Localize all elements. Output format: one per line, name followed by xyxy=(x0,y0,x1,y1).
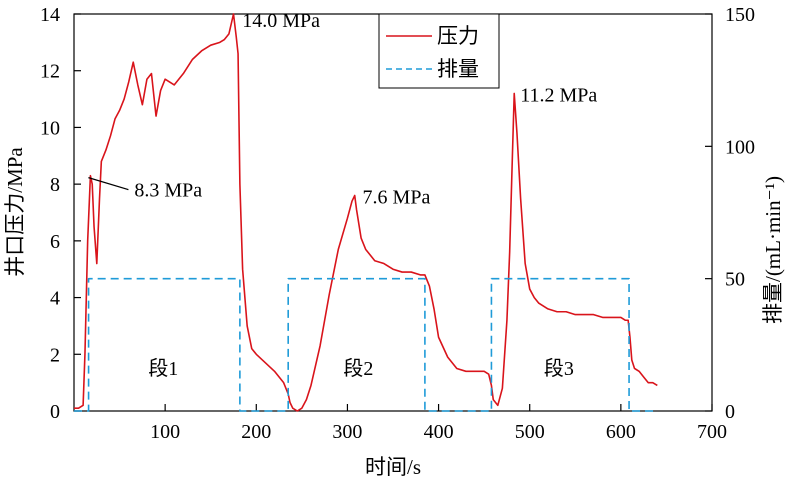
y-left-tick-label: 6 xyxy=(50,231,60,253)
y-left-tick-label: 10 xyxy=(40,117,60,139)
x-tick-label: 400 xyxy=(424,421,454,443)
x-tick-label: 500 xyxy=(515,421,545,443)
legend-label-flow: 排量 xyxy=(437,57,479,81)
y-left-tick-label: 12 xyxy=(40,61,60,83)
segment-label: 段3 xyxy=(544,357,574,380)
y-right-tick-label: 100 xyxy=(725,136,755,158)
series-layer xyxy=(74,13,658,412)
legend: 压力 排量 xyxy=(378,13,500,89)
legend-box xyxy=(378,13,500,89)
y-left-tick-label: 2 xyxy=(50,344,60,366)
legend-label-pressure: 压力 xyxy=(437,24,479,48)
y-right-tick-label: 0 xyxy=(725,401,735,423)
peak-annotation: 14.0 MPa xyxy=(242,10,320,32)
y-left-tick-label: 4 xyxy=(50,288,60,310)
series-line-flow xyxy=(74,277,658,412)
peak-annotation: 7.6 MPa xyxy=(363,186,431,208)
ticks-layer: 100 200 300 400 500 600 7000246810121405010015… xyxy=(40,4,755,443)
x-tick-label: 100 xyxy=(150,421,180,443)
y-left-tick-label: 0 xyxy=(50,401,60,423)
peak-annotation: 11.2 MPa xyxy=(520,84,597,106)
y-right-tick-label: 150 xyxy=(725,4,755,26)
x-tick-label: 600 xyxy=(606,421,636,443)
x-axis-title: 时间/s xyxy=(365,455,421,479)
annotations-layer: 14.0 MPa 8.3 MPa 7.6 MPa 11.2 MPa 段1 段2 段3 xyxy=(88,10,597,380)
y-left-tick-label: 14 xyxy=(40,4,60,26)
x-tick-label: 700 xyxy=(697,421,727,443)
x-tick-label: 200 xyxy=(241,421,271,443)
y-left-tick-label: 8 xyxy=(50,174,60,196)
series-line-pressure xyxy=(74,13,658,412)
y-right-tick-label: 50 xyxy=(725,269,745,291)
y-axis-right-title: 排量/(mL·min⁻¹) xyxy=(761,176,785,324)
segment-label: 段1 xyxy=(148,357,178,380)
x-tick-label: 300 xyxy=(332,421,362,443)
y-axis-left-title: 井口压力/MPa xyxy=(3,147,27,277)
annotation-leader-line xyxy=(88,177,129,191)
peak-annotation: 8.3 MPa xyxy=(134,180,202,202)
segment-label: 段2 xyxy=(343,357,373,380)
